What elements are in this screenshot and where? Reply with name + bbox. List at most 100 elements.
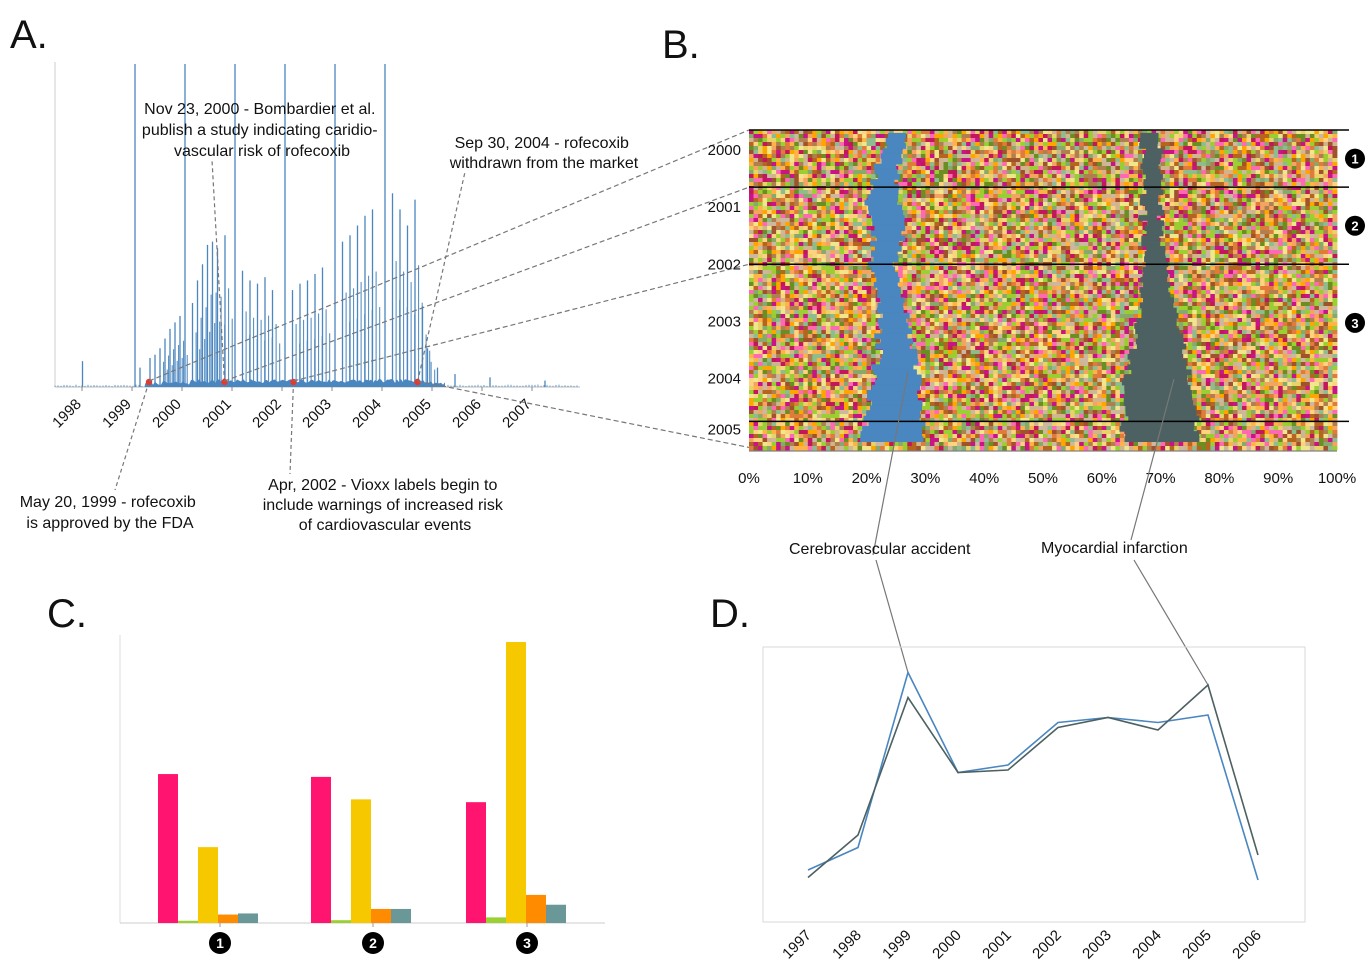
mosaic-cell [1196, 134, 1202, 139]
mosaic-cell [1232, 226, 1238, 231]
mosaic-cell [1255, 214, 1261, 219]
mosaic-cell [794, 186, 800, 191]
mosaic-cell [1137, 190, 1143, 195]
mosaic-cell [762, 158, 768, 163]
mosaic-cell [1169, 174, 1175, 179]
mosaic-cell [1043, 146, 1048, 151]
mosaic-cell [1106, 238, 1112, 243]
mosaic-cell [803, 234, 809, 239]
mosaic-cell [1219, 146, 1225, 151]
mosaic-cell [1070, 150, 1076, 155]
mosaic-cell [1156, 142, 1161, 147]
mosaic-cell [1128, 254, 1134, 259]
mosaic-cell [1106, 242, 1112, 247]
mosaic-cell [997, 230, 1003, 235]
mosaic-cell [1165, 154, 1171, 159]
mosaic-cell [807, 130, 813, 135]
mosaic-cell [1124, 154, 1130, 159]
mosaic-cell [1269, 222, 1275, 227]
mosaic-cell [1260, 130, 1266, 135]
mosaic-cell [1305, 182, 1311, 187]
mosaic-cell [1101, 234, 1107, 239]
mosaic-cell [1287, 162, 1293, 167]
mosaic-cell [920, 146, 926, 151]
mosaic-cell [843, 150, 849, 155]
mosaic-cell [1269, 178, 1275, 183]
mosaic-cell [1128, 194, 1134, 199]
mosaic-cell [1287, 222, 1293, 227]
mosaic-cell [1047, 222, 1053, 227]
mosaic-cell [1223, 258, 1229, 263]
mosaic-cell [934, 158, 940, 163]
mosaic-cell [1287, 234, 1293, 239]
mosaic-cell [866, 230, 872, 235]
mosaic-cell [1251, 178, 1256, 183]
mosaic-cell [984, 186, 990, 191]
mosaic-cell [1223, 142, 1229, 147]
mosaic-cell [1205, 266, 1211, 271]
mosaic-cell [979, 150, 985, 155]
mosaic-cell [825, 242, 831, 247]
mosaic-cell [1101, 190, 1107, 195]
mosaic-cell [830, 234, 836, 239]
mosaic-cell [1232, 146, 1238, 151]
mosaic-cell [993, 150, 999, 155]
mosaic-cell [1287, 254, 1293, 259]
mosaic-cell [934, 194, 940, 199]
mosaic-cell [1228, 142, 1234, 147]
mosaic-cell [1097, 202, 1103, 207]
mosaic-cell [1332, 138, 1338, 143]
mosaic-cell [1110, 218, 1116, 223]
mosaic-cell [866, 130, 872, 135]
mosaic-cell [1092, 246, 1098, 251]
mosaic-cell [830, 202, 836, 207]
mosaic-cell [984, 254, 990, 259]
mosaic-cell [1219, 222, 1225, 227]
mosaic-cell [1174, 214, 1180, 219]
mosaic-cell [1332, 242, 1338, 247]
mosaic-cell [1309, 166, 1315, 171]
mosaic-cell [1015, 142, 1021, 147]
mosaic-cell [1183, 230, 1189, 235]
mosaic-cell [1201, 186, 1207, 191]
mosaic-cell [1047, 138, 1053, 143]
mosaic-cell [1237, 130, 1243, 135]
mosaic-cell [1282, 202, 1288, 207]
annotation-nov-2000-line-2: publish a study indicating caridio- [142, 122, 378, 139]
mosaic-cell [1174, 226, 1180, 231]
mosaic-cell [853, 178, 858, 183]
mosaic-cell [1052, 238, 1057, 243]
mosaic-cell [1232, 250, 1238, 255]
mosaic-cell [1255, 242, 1261, 247]
mosaic-cell [1015, 150, 1021, 155]
mosaic-cell [1318, 186, 1324, 191]
mosaic-cell [1070, 230, 1076, 235]
mosaic-cell [1178, 130, 1184, 135]
mosaic-cell [812, 170, 818, 175]
mosaic-cell [920, 250, 926, 255]
mosaic-cell [1038, 214, 1044, 219]
mosaic-cell [902, 186, 908, 191]
mosaic-cell [1228, 258, 1234, 263]
mosaic-cell [1079, 210, 1085, 215]
mosaic-cell [830, 254, 836, 259]
mosaic-cell [997, 130, 1003, 135]
mosaic-cell [929, 150, 935, 155]
mosaic-cell [1269, 214, 1275, 219]
mosaic-cell [925, 250, 931, 255]
mosaic-cell [1278, 226, 1284, 231]
mosaic-cell [1043, 130, 1048, 135]
mosaic-cell [1160, 226, 1166, 231]
mosaic-cell [1192, 134, 1198, 139]
mosaic-cell [1033, 250, 1039, 255]
mosaic-cell [938, 230, 944, 235]
mosaic-cell [970, 206, 976, 211]
mosaic-cell [1061, 222, 1067, 227]
mosaic-cell [798, 202, 804, 207]
mosaic-cell [1052, 206, 1057, 211]
mosaic-cell [1183, 154, 1189, 159]
mosaic-cell [767, 142, 773, 147]
mosaic-cell [857, 266, 863, 271]
mosaic-cell [749, 150, 754, 155]
mosaic-cell [911, 166, 917, 171]
